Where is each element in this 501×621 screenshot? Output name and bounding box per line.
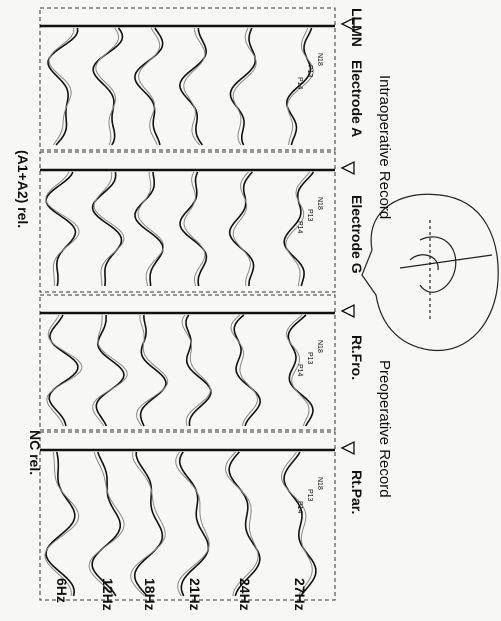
panel-label: Electrode A (349, 60, 365, 137)
peak-label: P13 (306, 352, 313, 365)
peak-label: N18 (316, 340, 323, 353)
group-label: Intraoperative Record (376, 75, 393, 219)
reference-label: NC rel. (27, 430, 43, 475)
peak-label: P14 (296, 364, 303, 377)
peak-label: N18 (316, 197, 323, 210)
peak-label: N18 (316, 477, 323, 490)
peak-label: N18 (316, 53, 323, 66)
frequency-label: 6Hz (54, 578, 70, 603)
peak-label: P14 (296, 77, 303, 90)
peak-label: P13 (306, 65, 313, 78)
peak-label: P14 (296, 221, 303, 234)
frequency-label: 21Hz (187, 578, 203, 611)
panel-label: Electrode G (349, 195, 365, 274)
panel-label: Rt.Par. (349, 470, 365, 514)
figure: Intraoperative Record Preoperative Recor… (0, 0, 501, 621)
panel-label: Rt.Fro. (349, 335, 365, 380)
reference-label: (A1+A2) rel. (15, 150, 31, 228)
group-label: Preoperative Record (376, 360, 393, 498)
peak-label: P13 (306, 489, 313, 502)
peak-label: P13 (306, 209, 313, 222)
frequency-label: 12Hz (100, 578, 116, 611)
background (0, 0, 501, 621)
frequency-label: 27Hz (292, 578, 308, 611)
frequency-label: 24Hz (237, 578, 253, 611)
corner-label: LLMN (349, 8, 365, 47)
frequency-label: 18Hz (142, 578, 158, 611)
peak-label: P14 (296, 501, 303, 514)
